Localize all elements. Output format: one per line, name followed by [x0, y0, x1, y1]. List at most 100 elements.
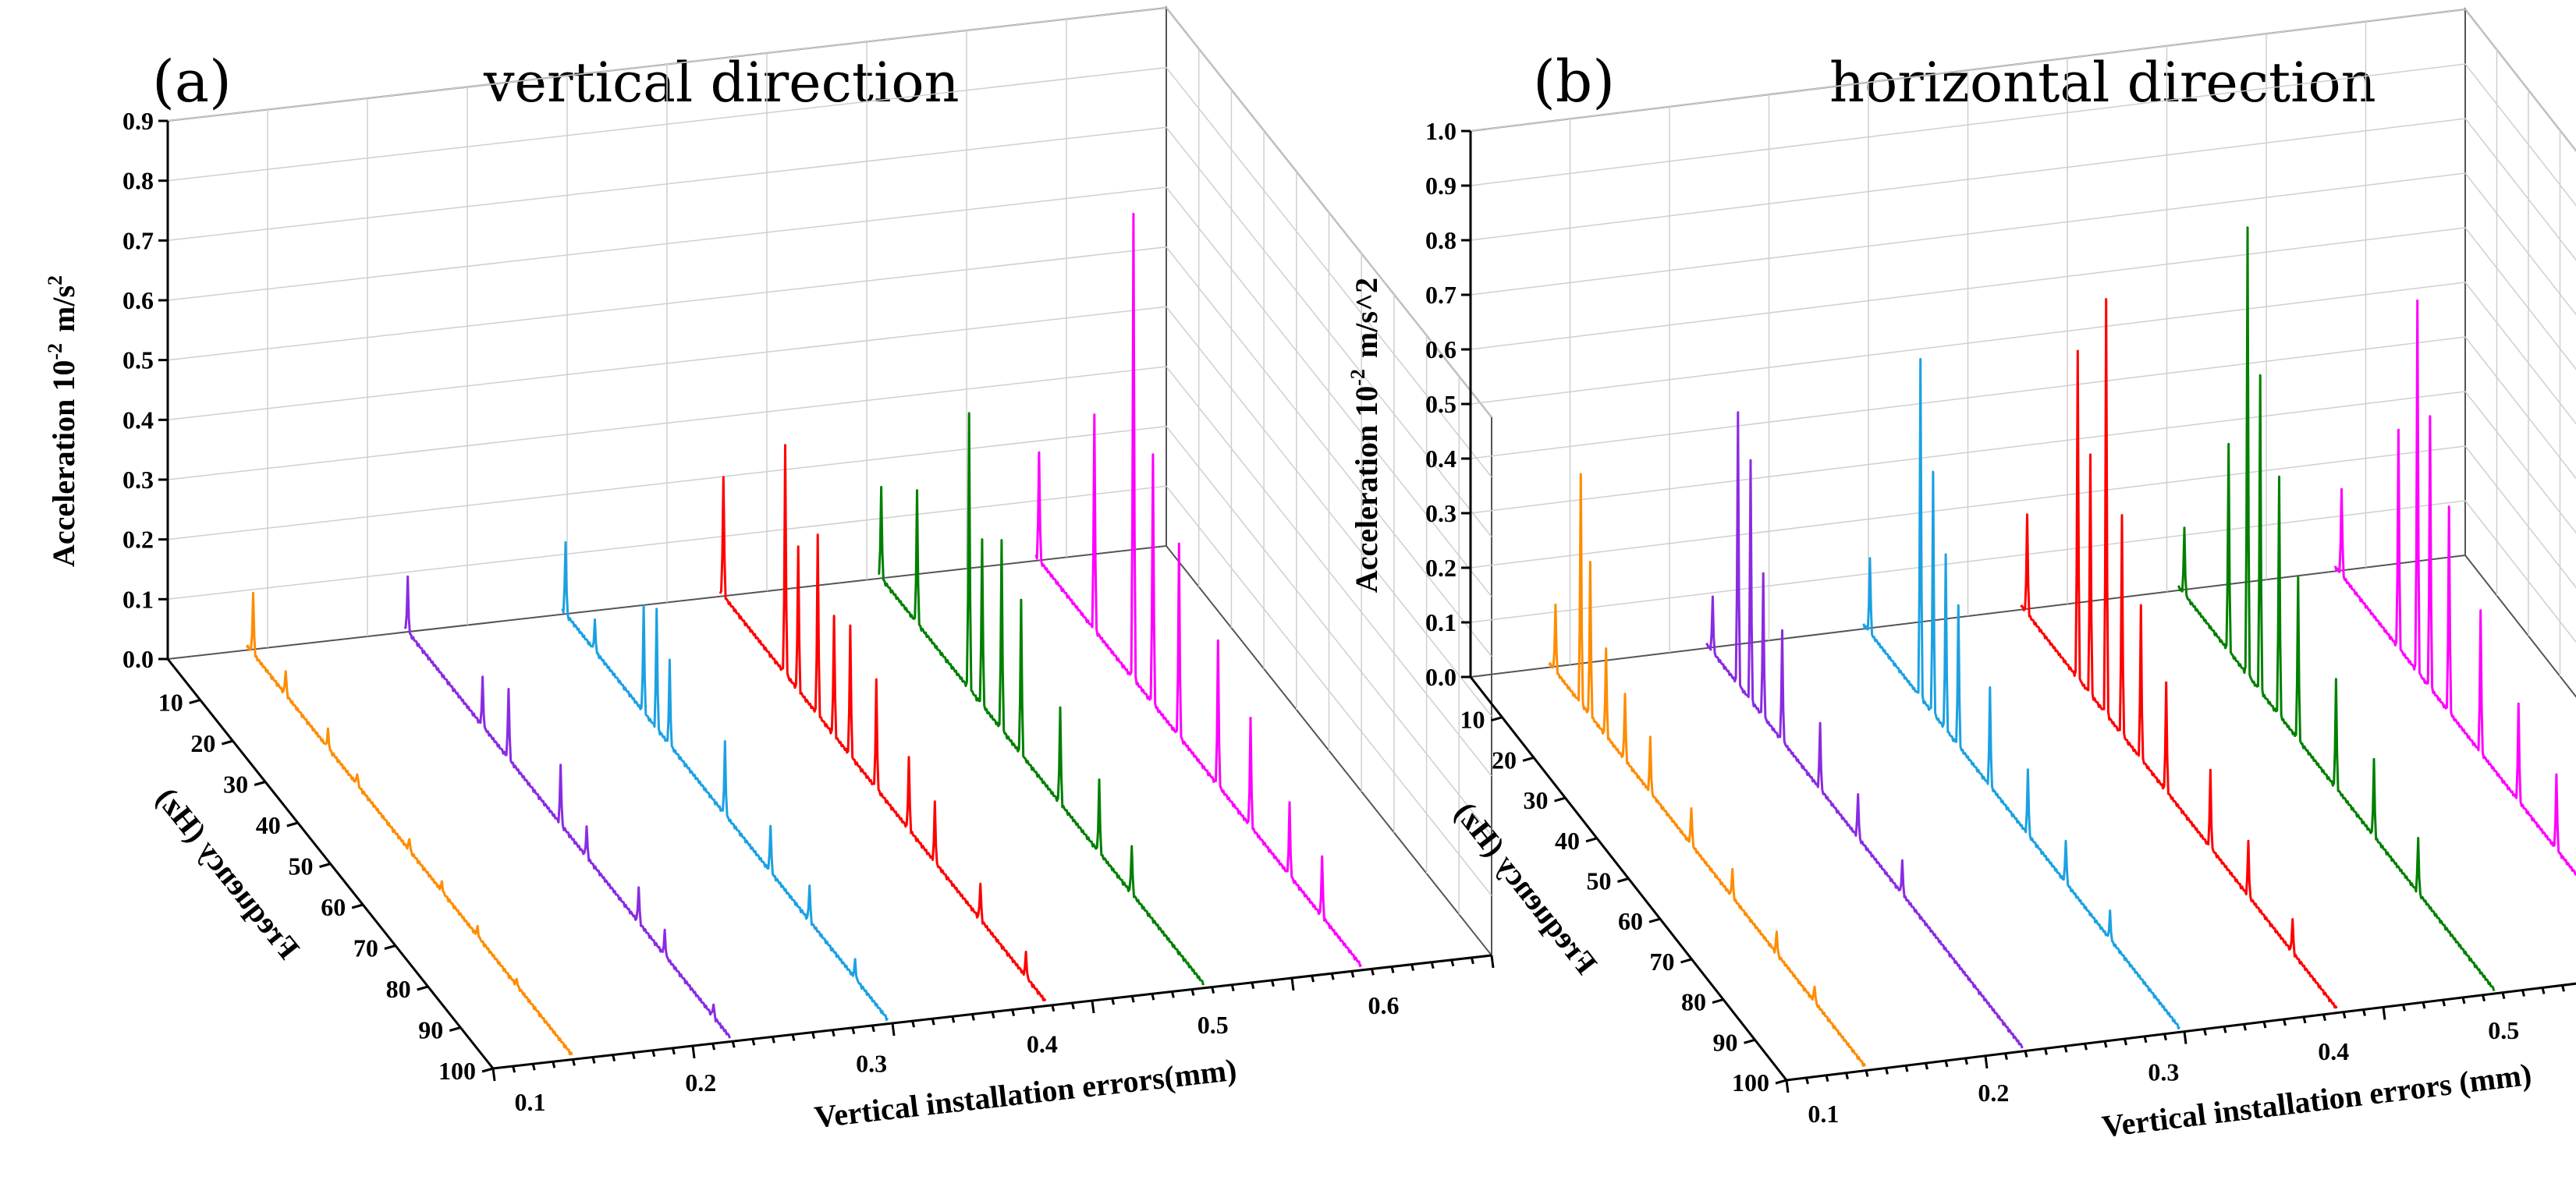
- error-tick-mark: [1230, 984, 1235, 992]
- error-tick-mark: [2422, 1001, 2426, 1009]
- z-axis-title: Acceleration 10-2 m/s^2: [1347, 278, 1384, 593]
- grid-line-z: [167, 366, 1492, 777]
- grid-line-z: [167, 7, 1492, 418]
- chart-horizontal-direction: (b) horizontal direction 0.0 0.1 0.2 0.3 0.4…: [1347, 7, 2576, 1144]
- z-tick-label: 0.4: [122, 406, 154, 434]
- error-tick-label: 0.3: [2148, 1058, 2179, 1086]
- error-tick-mark: [1190, 989, 1195, 996]
- error-tick-mark: [811, 1032, 816, 1039]
- z-tick-label: 1.0: [1425, 117, 1457, 145]
- error-tick-mark: [1785, 1079, 1790, 1093]
- error-tick-label: 0.4: [2318, 1037, 2349, 1065]
- error-tick-mark: [1410, 964, 1415, 971]
- error-tick-label: 0.3: [856, 1049, 887, 1077]
- z-tick-label: 0.2: [122, 526, 154, 554]
- grid-line-z: [1470, 500, 2576, 643]
- grid-line-z: [1470, 9, 2576, 152]
- error-tick-mark: [1151, 993, 1155, 1001]
- frequency-tick-mark: [189, 699, 201, 704]
- series-line-0.6: [2333, 299, 2576, 877]
- error-tick-mark: [711, 1043, 716, 1051]
- error-tick-mark: [2103, 1040, 2108, 1048]
- z-tick-label: 0.8: [122, 167, 154, 195]
- series-line-0.4: [2020, 298, 2338, 1009]
- frequency-tick-mark: [1775, 1079, 1787, 1085]
- error-tick-mark: [2541, 987, 2546, 994]
- grid-line-z: [1470, 63, 2576, 207]
- grid-line-z: [167, 425, 1492, 837]
- series-line-0.5: [2177, 226, 2496, 992]
- error-tick-mark: [1130, 995, 1135, 1003]
- grid-line-z: [1470, 445, 2576, 589]
- frequency-tick-mark: [1617, 877, 1629, 883]
- frequency-tick-label: 40: [1555, 827, 1580, 855]
- error-tick-mark: [1111, 998, 1116, 1005]
- error-tick-mark: [1964, 1058, 1968, 1065]
- grid-line-z: [167, 485, 1492, 896]
- frequency-tick-label: 90: [1713, 1028, 1738, 1056]
- chart-vertical-direction: (a) vertical direction 0.00.10.20.30.40.…: [44, 5, 1495, 1135]
- series-line-0.1: [1548, 473, 1867, 1067]
- error-tick-mark: [1390, 966, 1395, 973]
- plot-frame: 0.0 0.1 0.2 0.3 0.4 0.5 0.6 0.7 0.8 0.9 1.0 1020304…: [1347, 7, 2576, 1144]
- error-tick-mark: [2124, 1038, 2127, 1046]
- frequency-tick-mark: [1585, 837, 1598, 843]
- error-tick-label: 0.6: [1368, 991, 1400, 1019]
- error-tick-mark: [2024, 1051, 2028, 1058]
- panel-label-b: (b): [1533, 48, 1615, 115]
- error-tick-mark: [1470, 957, 1474, 965]
- error-axis-line: [1786, 982, 2576, 1082]
- error-tick-mark: [2322, 1014, 2326, 1022]
- z-tick-label: 0.8: [1425, 226, 1457, 254]
- error-tick-mark: [1211, 987, 1215, 994]
- error-tick-mark: [2382, 1007, 2386, 1020]
- error-tick-mark: [1825, 1075, 1829, 1083]
- z-tick-label: 0.7: [122, 226, 154, 254]
- frequency-tick-label: 80: [1681, 988, 1706, 1016]
- frequency-tick-mark: [1522, 756, 1535, 762]
- frequency-tick-mark: [221, 739, 233, 746]
- error-tick-mark: [2203, 1029, 2207, 1036]
- error-tick-mark: [2342, 1012, 2347, 1019]
- frequency-tick-mark: [254, 781, 266, 786]
- error-tick-mark: [2362, 1009, 2366, 1016]
- error-tick-mark: [751, 1038, 756, 1046]
- frequency-tick-label: 60: [321, 893, 346, 921]
- frequency-tick-mark: [286, 821, 299, 827]
- frequency-tick-label: 20: [190, 729, 215, 757]
- error-tick-mark: [931, 1018, 935, 1026]
- frequency-tick-label: 30: [223, 771, 248, 799]
- frequency-tick-label: 10: [158, 689, 183, 717]
- z-tick-label: 0.0: [1425, 663, 1457, 691]
- error-tick-mark: [2084, 1043, 2088, 1051]
- error-tick-label: 0.2: [1978, 1079, 2009, 1107]
- error-tick-mark: [651, 1050, 656, 1058]
- error-tick-mark: [2163, 1033, 2167, 1041]
- error-tick-mark: [1885, 1068, 1889, 1075]
- z-tick-label: 0.5: [1425, 390, 1457, 418]
- error-tick-label: 0.2: [685, 1068, 716, 1097]
- z-axis-title-unit-sup: 2: [44, 275, 66, 285]
- error-tick-mark: [891, 1022, 896, 1036]
- error-tick-mark: [2461, 997, 2466, 1005]
- z-tick-label: 0.4: [1425, 445, 1457, 473]
- right-wall: [2464, 7, 2576, 698]
- frequency-tick-mark: [351, 903, 364, 909]
- error-tick-mark: [2402, 1004, 2406, 1012]
- error-tick-mark: [1051, 1005, 1056, 1012]
- frequency-tick-mark: [417, 985, 429, 991]
- z-tick-label: 0.9: [122, 107, 154, 135]
- error-tick-mark: [771, 1036, 775, 1044]
- z-axis-title-exponent: -2: [1347, 369, 1369, 386]
- error-tick-mark: [2442, 999, 2446, 1007]
- series-line-0.5: [878, 412, 1205, 986]
- error-tick-mark: [991, 1012, 995, 1019]
- error-tick-mark: [531, 1063, 536, 1071]
- error-tick-mark: [1031, 1007, 1035, 1015]
- error-tick-mark: [2482, 994, 2486, 1002]
- error-tick-mark: [2004, 1053, 2008, 1061]
- frequency-tick-mark: [1680, 958, 1692, 964]
- error-tick-mark: [1944, 1060, 1949, 1068]
- grid-line-z: [167, 66, 1492, 478]
- error-tick-mark: [2521, 990, 2525, 997]
